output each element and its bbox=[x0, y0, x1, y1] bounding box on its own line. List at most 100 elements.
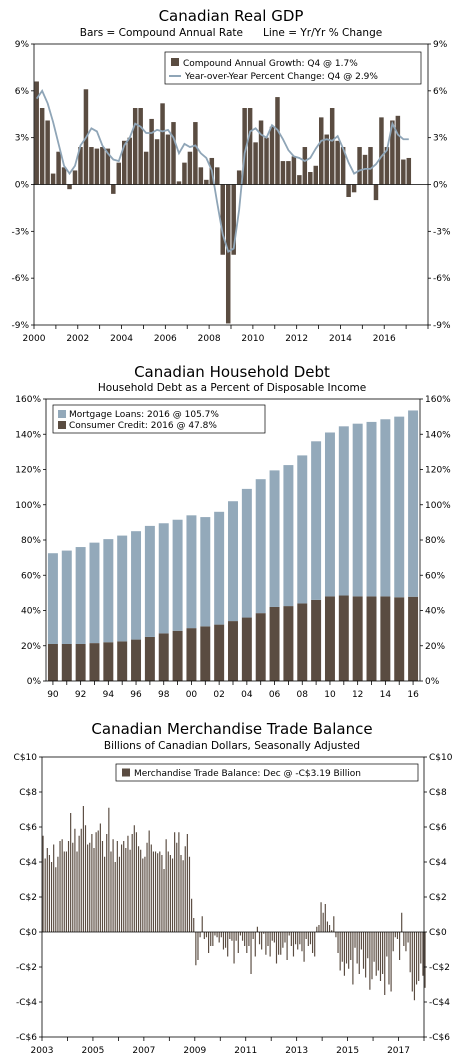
trade-bar bbox=[362, 932, 365, 969]
debt-ytick-label-right: 20% bbox=[425, 642, 445, 652]
gdp-bar bbox=[340, 147, 346, 185]
trade-bar bbox=[208, 932, 210, 953]
trade-bar bbox=[101, 841, 104, 932]
gdp-xtick-label: 2008 bbox=[198, 334, 221, 344]
debt-ytick-label: 80% bbox=[21, 536, 41, 546]
trade-bar bbox=[322, 912, 324, 932]
trade-frame bbox=[41, 756, 425, 1038]
trade-bar bbox=[106, 834, 108, 932]
gdp-yoy-line bbox=[35, 89, 409, 253]
gdp-bar bbox=[373, 184, 379, 201]
gdp-xtick-label: 2016 bbox=[373, 334, 396, 344]
trade-bar bbox=[280, 932, 282, 955]
gdp-bar bbox=[242, 108, 247, 185]
gdp-bar bbox=[357, 147, 362, 185]
debt-bar-consumer bbox=[269, 606, 280, 681]
debt-ytick-label-right: 0% bbox=[425, 677, 440, 687]
gdp-ytick-label-right: 9% bbox=[433, 40, 448, 50]
gdp-legend-label-line: Year-over-Year Percent Change: Q4 @ 2.9% bbox=[184, 72, 378, 82]
trade-bar bbox=[299, 932, 301, 945]
trade-bar bbox=[375, 932, 377, 976]
trade-bar bbox=[203, 932, 205, 939]
trade-bar bbox=[114, 862, 116, 932]
trade-bar bbox=[167, 851, 169, 932]
debt-bar-mortgage bbox=[241, 488, 252, 618]
debt-bar-mortgage bbox=[228, 501, 238, 622]
trade-bar bbox=[123, 841, 125, 932]
gdp-bar bbox=[78, 147, 83, 185]
trade-ytick-label-right: -C$6 bbox=[429, 1033, 450, 1043]
gdp-ytick-label: 9% bbox=[15, 40, 30, 50]
debt-bar-consumer bbox=[172, 630, 183, 681]
trade-bar bbox=[233, 932, 235, 964]
debt-bar-consumer bbox=[366, 596, 377, 681]
trade-bar bbox=[384, 932, 386, 995]
gdp-bar bbox=[368, 147, 373, 185]
trade-ytick-label: C$2 bbox=[19, 893, 37, 903]
debt-legend-label-mortgage: Mortgage Loans: 2016 @ 105.7% bbox=[69, 410, 219, 420]
trade-bar bbox=[271, 932, 273, 941]
debt-xtick-label: 06 bbox=[269, 690, 281, 700]
trade-bar bbox=[191, 898, 193, 932]
gdp-bar bbox=[390, 120, 395, 185]
trade-bar bbox=[121, 844, 123, 932]
debt-bar-consumer bbox=[311, 599, 322, 681]
trade-bar bbox=[53, 844, 55, 932]
gdp-bar bbox=[247, 108, 253, 185]
trade-bar bbox=[331, 930, 333, 932]
debt-ytick-label-right: 100% bbox=[425, 501, 451, 511]
trade-bar bbox=[352, 932, 354, 985]
gdp-bar bbox=[176, 181, 182, 185]
trade-title: Canadian Merchandise Trade Balance bbox=[91, 720, 372, 738]
trade-bar bbox=[371, 932, 373, 980]
trade-bar bbox=[220, 932, 222, 938]
gdp-bar bbox=[324, 134, 329, 185]
debt-ytick-label-right: 120% bbox=[425, 466, 451, 476]
gdp-ytick-label: 0% bbox=[15, 181, 30, 191]
gdp-legend-box bbox=[164, 51, 422, 85]
debt-bar-mortgage bbox=[394, 416, 405, 598]
trade-bar bbox=[201, 916, 203, 932]
trade-bar bbox=[74, 828, 76, 932]
debt-ytick-label-right: 160% bbox=[425, 395, 451, 405]
gdp-bar bbox=[50, 173, 56, 185]
trade-ytick-label-right: C$4 bbox=[429, 858, 447, 868]
gdp-bar bbox=[72, 170, 78, 185]
trade-bar bbox=[222, 932, 225, 950]
trade-bar bbox=[284, 932, 286, 943]
trade-bar bbox=[244, 932, 246, 946]
gdp-bar bbox=[143, 151, 149, 185]
debt-bar-consumer bbox=[117, 641, 128, 681]
trade-bar bbox=[295, 932, 297, 945]
trade-legend-box bbox=[115, 763, 419, 782]
debt-bar-mortgage bbox=[352, 423, 363, 597]
debt-bar-consumer bbox=[89, 643, 100, 681]
gdp-bar bbox=[89, 147, 94, 185]
trade-ytick-label: -C$2 bbox=[16, 963, 37, 973]
gdp-bar bbox=[297, 175, 302, 185]
trade-ytick-label-right: C$8 bbox=[429, 788, 447, 798]
gdp-bar bbox=[231, 184, 236, 255]
gdp-bar bbox=[335, 140, 340, 185]
gdp-bar bbox=[220, 184, 225, 255]
trade-ytick-label-right: -C$4 bbox=[429, 998, 450, 1008]
trade-bar bbox=[193, 918, 195, 932]
debt-legend-swatch-mortgage bbox=[58, 410, 66, 418]
trade-xtick-label: 2013 bbox=[285, 1046, 308, 1056]
gdp-bar bbox=[253, 142, 258, 185]
gdp-plot-area: -9% -9% -6% -6% -3% -3% 0% 0% 3% 3% 6% 6% 9% 9% 2000 20… bbox=[11, 40, 451, 344]
trade-bar bbox=[318, 925, 320, 932]
trade-bar bbox=[133, 825, 135, 932]
debt-bar-consumer bbox=[144, 636, 155, 681]
trade-bar bbox=[307, 932, 309, 946]
trade-bar bbox=[348, 932, 350, 969]
trade-bar bbox=[161, 855, 163, 932]
debt-title: Canadian Household Debt bbox=[134, 363, 330, 381]
debt-bar-consumer bbox=[380, 596, 391, 681]
trade-xtick-label: 2003 bbox=[31, 1046, 54, 1056]
trade-bar bbox=[335, 932, 337, 938]
trade-ytick-label: C$0 bbox=[19, 928, 37, 938]
trade-bar bbox=[99, 823, 101, 932]
gdp-bar bbox=[401, 159, 406, 185]
gdp-title: Canadian Real GDP bbox=[159, 7, 304, 25]
